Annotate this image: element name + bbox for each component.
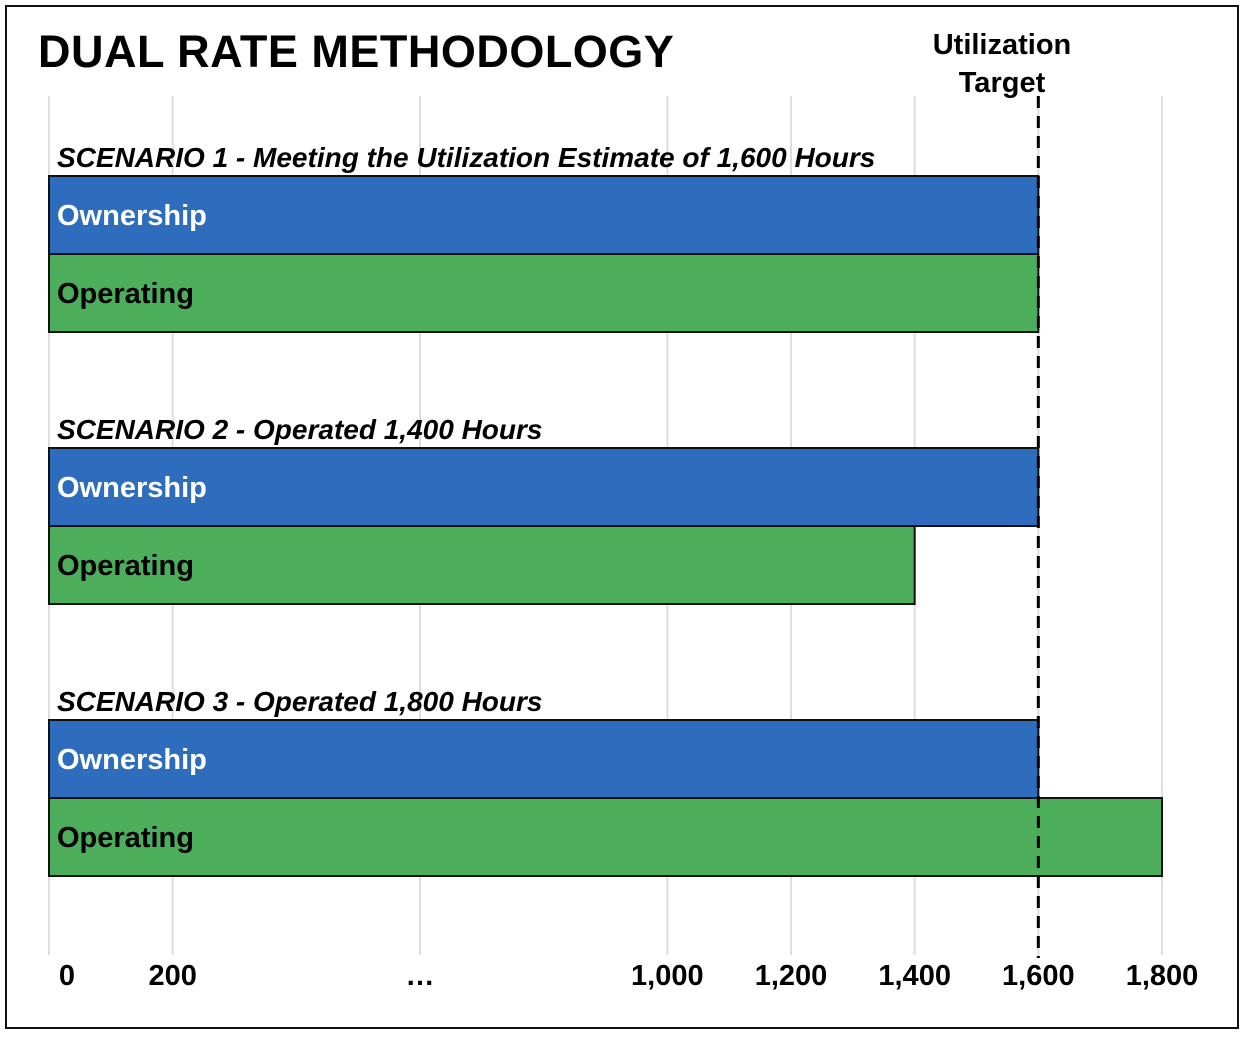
bar-label: Ownership bbox=[57, 200, 207, 232]
x-tick-label: 1,200 bbox=[755, 960, 828, 992]
chart-title: DUAL RATE METHODOLOGY bbox=[38, 26, 675, 77]
scenario-label: SCENARIO 2 - Operated 1,400 Hours bbox=[57, 414, 542, 445]
x-tick-label: 1,000 bbox=[631, 960, 704, 992]
x-tick-label: 1,600 bbox=[1002, 960, 1075, 992]
reference-line-label-line2: Target bbox=[958, 67, 1046, 99]
bars: SCENARIO 1 - Meeting the Utilization Est… bbox=[48, 142, 1163, 877]
x-tick-label: 1,400 bbox=[878, 960, 951, 992]
x-axis-ticks: 0 200 … 1,000 1,200 1,400 1,600 1,800 bbox=[59, 960, 1198, 992]
reference-line-label: Utilization Target bbox=[902, 26, 1102, 102]
x-tick-label: … bbox=[406, 960, 435, 992]
bar-label: Operating bbox=[57, 550, 194, 582]
bar-label: Ownership bbox=[57, 472, 207, 504]
bar-label: Operating bbox=[57, 278, 194, 310]
x-tick-label: 0 bbox=[59, 960, 75, 992]
scenario-label: SCENARIO 1 - Meeting the Utilization Est… bbox=[57, 142, 875, 173]
bar-label: Operating bbox=[57, 822, 194, 854]
ownership-bar bbox=[48, 175, 1040, 255]
bar-label: Ownership bbox=[57, 744, 207, 776]
x-tick-label: 1,800 bbox=[1126, 960, 1199, 992]
operating-bar bbox=[48, 253, 1040, 333]
scenario-label: SCENARIO 3 - Operated 1,800 Hours bbox=[57, 686, 542, 717]
ownership-bar bbox=[48, 447, 1040, 527]
reference-line-label-line1: Utilization bbox=[932, 29, 1072, 61]
operating-bar bbox=[48, 797, 1163, 877]
x-tick-label: 200 bbox=[148, 960, 196, 992]
operating-bar bbox=[48, 525, 916, 605]
